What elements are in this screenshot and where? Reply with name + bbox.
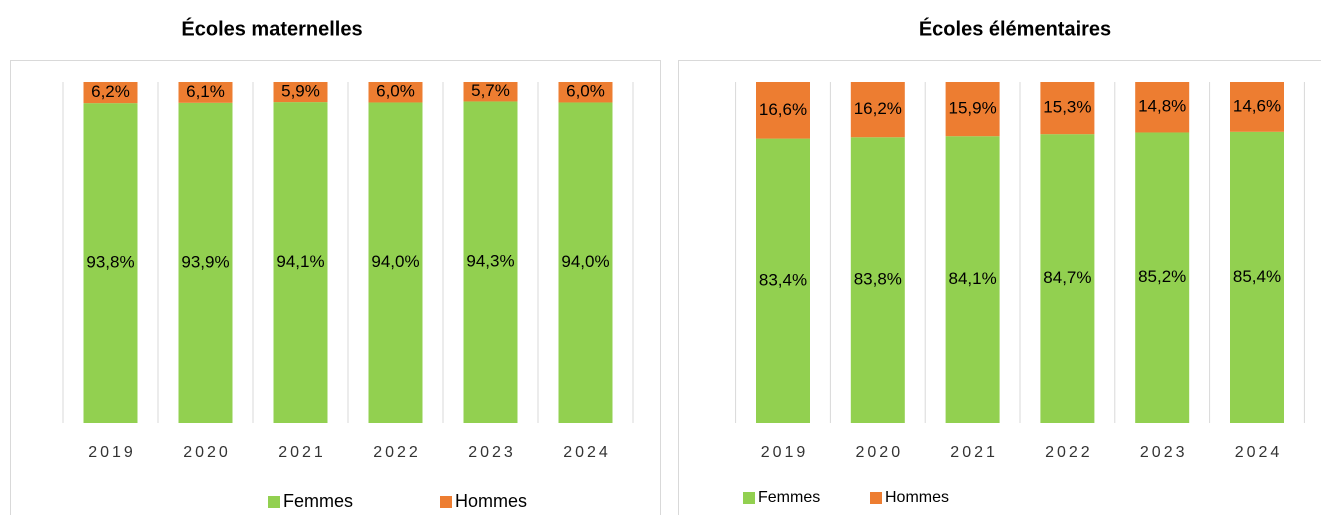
data-label: 94,1% <box>276 252 324 271</box>
bar-segment <box>463 82 518 102</box>
x-tick-label: 2022 <box>373 444 421 461</box>
data-label: 6,0% <box>376 82 415 101</box>
x-tick-label: 2023 <box>1140 444 1188 461</box>
data-label: 14,6% <box>1233 96 1281 115</box>
legend-label: Hommes <box>885 489 949 506</box>
bar-segment <box>463 101 518 423</box>
bar-segment <box>850 82 905 138</box>
data-label: 85,2% <box>1138 267 1186 286</box>
bar-segment <box>1135 82 1190 133</box>
data-label: 83,8% <box>854 270 902 289</box>
bar-segment <box>558 102 613 424</box>
data-label: 93,9% <box>181 252 229 271</box>
x-tick-label: 2022 <box>1045 444 1093 461</box>
data-label: 84,1% <box>948 269 996 288</box>
chart-title: Écoles élémentaires <box>919 17 1111 40</box>
bar-segment <box>945 136 1000 423</box>
bar-segment <box>83 103 138 423</box>
data-label: 5,9% <box>281 82 320 101</box>
x-tick-label: 2021 <box>950 444 998 461</box>
legend-swatch <box>440 496 452 508</box>
x-tick-label: 2020 <box>856 444 904 461</box>
data-label: 14,8% <box>1138 97 1186 116</box>
panel <box>678 60 1321 515</box>
bar-segment <box>368 102 423 424</box>
data-label: 6,0% <box>566 82 605 101</box>
x-tick-label: 2023 <box>468 444 516 461</box>
bar-segment <box>1040 82 1095 135</box>
data-label: 94,3% <box>466 252 514 271</box>
x-tick-label: 2024 <box>563 444 611 461</box>
chart-title: Écoles maternelles <box>181 17 362 40</box>
bar-segment <box>1230 131 1284 423</box>
bar-segment <box>756 82 810 139</box>
bar-segment <box>178 102 233 424</box>
data-label: 6,2% <box>91 82 130 101</box>
data-label: 16,6% <box>759 100 807 119</box>
data-label: 94,0% <box>371 252 419 271</box>
bar-segment <box>273 102 328 423</box>
legend-swatch <box>870 492 882 504</box>
bar-segment <box>945 82 1000 137</box>
bar-segment <box>558 82 613 103</box>
data-label: 15,3% <box>1043 98 1091 117</box>
x-tick-label: 2024 <box>1235 444 1283 461</box>
data-label: 84,7% <box>1043 268 1091 287</box>
data-label: 85,4% <box>1233 267 1281 286</box>
data-label: 94,0% <box>561 252 609 271</box>
legend-label: Femmes <box>758 489 820 506</box>
data-label: 16,2% <box>854 99 902 118</box>
x-tick-label: 2021 <box>278 444 326 461</box>
x-tick-label: 2019 <box>761 444 809 461</box>
legend-swatch <box>743 492 755 504</box>
bar-segment <box>1135 132 1190 423</box>
x-tick-label: 2019 <box>88 444 136 461</box>
legend-label: Hommes <box>455 491 527 511</box>
legend-label: Femmes <box>283 491 353 511</box>
legend-swatch <box>268 496 280 508</box>
data-label: 93,8% <box>86 253 134 272</box>
panel <box>10 60 661 515</box>
data-label: 83,4% <box>759 270 807 289</box>
bar-segment <box>1040 134 1095 423</box>
data-label: 6,1% <box>186 82 225 101</box>
bar-segment <box>368 82 423 103</box>
bar-segment <box>756 138 810 423</box>
bar-segment <box>273 82 328 103</box>
bar-segment <box>850 137 905 423</box>
x-tick-label: 2020 <box>183 444 231 461</box>
data-label: 5,7% <box>471 81 510 100</box>
bar-segment <box>1230 82 1284 132</box>
bar-segment <box>178 82 233 103</box>
bar-segment <box>83 82 138 104</box>
data-label: 15,9% <box>948 99 996 118</box>
